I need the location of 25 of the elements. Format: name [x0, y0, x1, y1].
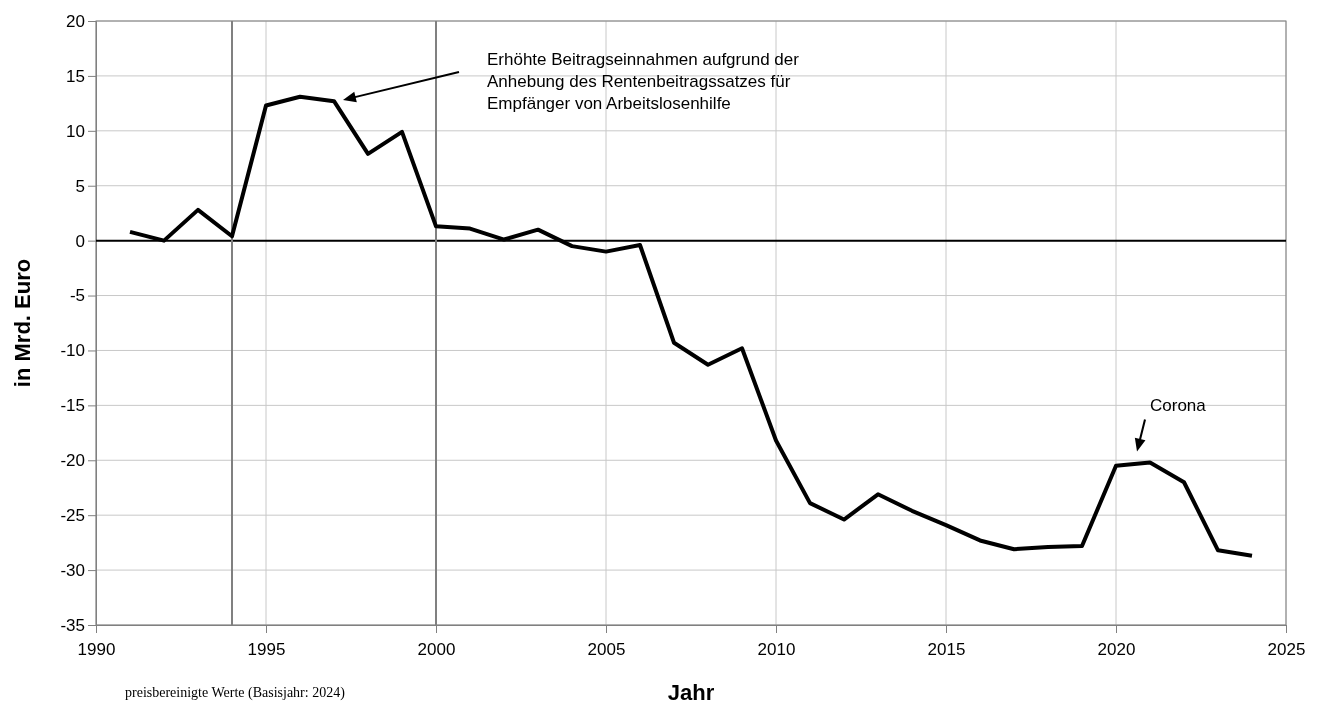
annotation: Erhöhte Beitragseinnahmen aufgrund der Anhebung des Rentenbeitragssatzes für Empfänger von Arbeitslosenhilfe [487, 50, 800, 114]
y-tick-label: 5 [75, 176, 85, 196]
y-tick-label: 15 [66, 66, 85, 86]
x-tick-label: 1990 [77, 639, 116, 659]
y-tick-label: -30 [60, 561, 85, 581]
y-tick-label: 20 [66, 11, 85, 31]
annotation: Corona [1150, 396, 1207, 416]
y-tick-label: -5 [69, 286, 85, 306]
x-axis-title: Jahr [667, 680, 715, 705]
x-tick-label: 2025 [1267, 639, 1306, 659]
x-tick-label: 2010 [757, 639, 796, 659]
y-tick-label: -10 [60, 341, 85, 361]
x-tick-label: 2015 [927, 639, 966, 659]
text: preisbereinigte Werte (Basisjahr: 2024) [125, 685, 346, 701]
y-tick-label: 10 [66, 121, 85, 141]
y-tick-label: 0 [75, 231, 85, 251]
y-tick-label: -15 [60, 396, 85, 416]
x-tick-label: 2000 [417, 639, 456, 659]
x-tick-label: 2020 [1097, 639, 1136, 659]
x-tick-label: 2005 [587, 639, 626, 659]
y-axis-title: in Mrd. Euro [10, 258, 35, 388]
y-tick-label: -20 [60, 451, 85, 471]
y-tick-label: -25 [60, 506, 85, 526]
y-tick-label: -35 [60, 615, 85, 635]
x-tick-label: 1995 [247, 639, 286, 659]
